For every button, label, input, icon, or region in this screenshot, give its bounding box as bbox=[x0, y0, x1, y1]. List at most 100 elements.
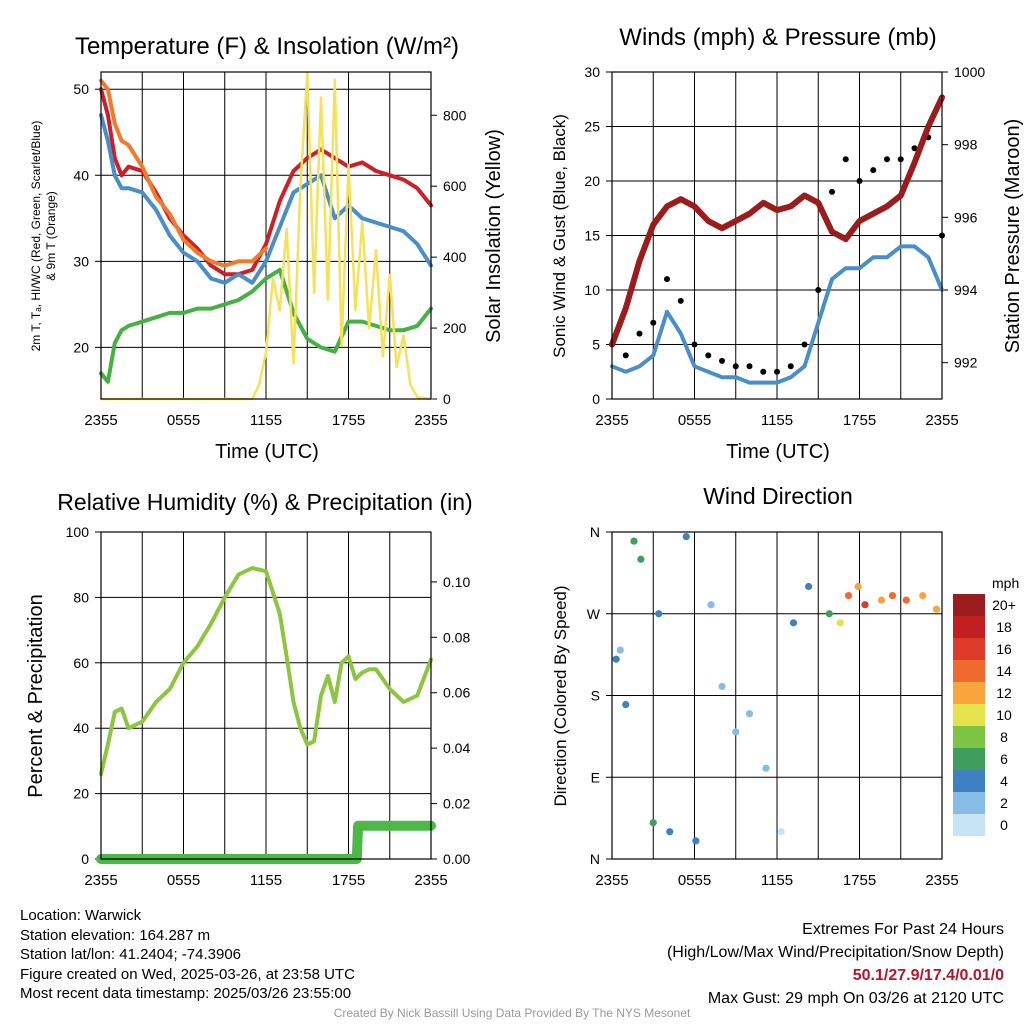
gust-point bbox=[664, 276, 670, 283]
y-tick-label-right: 200 bbox=[443, 320, 467, 336]
gust-point bbox=[732, 363, 739, 370]
direction-point bbox=[666, 828, 674, 836]
y-tick-label-right: 0.00 bbox=[443, 851, 470, 867]
y-tick-label-left: N bbox=[590, 524, 600, 540]
max-gust: Max Gust: 29 mph On 03/26 at 2120 UTC bbox=[707, 990, 1004, 1007]
plot-frame bbox=[100, 531, 432, 860]
plot-frame bbox=[611, 531, 943, 860]
y-tick-label-left: 100 bbox=[66, 524, 90, 540]
colorbar-swatch bbox=[953, 704, 985, 726]
gust-point bbox=[842, 156, 849, 163]
series-station-pressure bbox=[609, 94, 945, 348]
direction-point bbox=[655, 610, 663, 618]
grid bbox=[611, 531, 943, 860]
colorbar-label: 8 bbox=[1000, 729, 1008, 745]
colorbar-title: mph bbox=[992, 575, 1019, 591]
direction-point bbox=[919, 591, 927, 600]
station-latlon: Station lat/lon: 41.2404; -74.3906 bbox=[20, 946, 242, 963]
temperature-xlabel: Time (UTC) bbox=[215, 441, 319, 463]
direction-point bbox=[649, 819, 657, 827]
direction-point bbox=[888, 591, 897, 600]
extremes-subtitle: (High/Low/Max Wind/Precipitation/Snow De… bbox=[666, 944, 1004, 961]
direction-point bbox=[707, 601, 715, 609]
direction-point bbox=[745, 710, 754, 718]
series-solar-insolation bbox=[99, 71, 433, 401]
gust-point bbox=[801, 341, 808, 348]
y-tick-label-right: 0.04 bbox=[443, 740, 470, 756]
direction-point bbox=[854, 582, 862, 591]
direction-ylabel-left: Direction (Colored By Speed) bbox=[551, 585, 570, 806]
temperature-title: Temperature (F) & Insolation (W/m²) bbox=[75, 33, 459, 60]
humidity-panel: Relative Humidity (%) & Precipitation (i… bbox=[25, 489, 473, 889]
colorbar-swatch bbox=[953, 660, 985, 682]
station-info: Location: Warwick Station elevation: 164… bbox=[20, 906, 355, 1004]
colorbar-swatch bbox=[953, 726, 985, 748]
humidity-title: Relative Humidity (%) & Precipitation (i… bbox=[57, 489, 472, 515]
colorbar-swatch bbox=[953, 814, 985, 836]
gust-point bbox=[760, 368, 767, 375]
y-tick-label-right: 600 bbox=[443, 178, 467, 194]
gust-point bbox=[829, 188, 835, 195]
colorbar-label: 4 bbox=[1000, 773, 1008, 789]
colorbar-label: 20+ bbox=[992, 597, 1016, 613]
x-tick-label: 1755 bbox=[332, 872, 365, 889]
x-tick-label: 0555 bbox=[678, 872, 711, 889]
direction-title: Wind Direction bbox=[703, 483, 853, 509]
direction-point bbox=[732, 728, 740, 736]
series-9m-t bbox=[99, 78, 268, 268]
direction-point bbox=[902, 596, 910, 604]
gust-point bbox=[636, 330, 643, 337]
direction-point bbox=[932, 605, 941, 613]
extremes-title: Extremes For Past 24 Hours bbox=[802, 921, 1004, 938]
y-tick-label-right: 994 bbox=[954, 282, 978, 298]
y-tick-label-left: W bbox=[587, 606, 601, 622]
winds-title: Winds (mph) & Pressure (mb) bbox=[619, 24, 936, 51]
colorbar-swatch bbox=[953, 792, 985, 814]
x-tick-label: 1155 bbox=[250, 872, 282, 889]
x-tick-label: 1155 bbox=[761, 412, 793, 429]
x-tick-label: 2355 bbox=[414, 412, 447, 429]
grid bbox=[611, 71, 943, 400]
credit-line: Created By Nick Bassill Using Data Provi… bbox=[333, 1006, 691, 1020]
series-hi-wc bbox=[99, 113, 433, 285]
direction-point bbox=[861, 601, 869, 609]
x-tick-label: 2355 bbox=[595, 872, 628, 889]
gust-point bbox=[856, 178, 863, 184]
x-tick-label: 1155 bbox=[250, 412, 282, 429]
gust-point bbox=[719, 357, 725, 364]
y-tick-label-left: 40 bbox=[73, 167, 89, 183]
direction-point bbox=[805, 582, 813, 591]
colorbar-swatch bbox=[953, 616, 985, 638]
direction-point bbox=[777, 828, 785, 836]
direction-point bbox=[682, 532, 690, 541]
y-tick-label-left: 30 bbox=[73, 253, 89, 269]
y-tick-label-left: 5 bbox=[592, 337, 600, 353]
extremes-info: Extremes For Past 24 Hours (High/Low/Max… bbox=[667, 918, 1004, 1010]
x-tick-label: 2355 bbox=[84, 412, 117, 429]
direction-point bbox=[789, 619, 798, 627]
y-tick-label-right: 992 bbox=[954, 355, 978, 371]
colorbar-label: 14 bbox=[996, 663, 1012, 679]
y-tick-label-right: 0.06 bbox=[443, 685, 470, 701]
direction-point bbox=[637, 555, 645, 563]
direction-point bbox=[630, 537, 638, 545]
y-tick-label-left: 20 bbox=[73, 339, 89, 355]
direction-point bbox=[616, 646, 624, 654]
winds-ylabel-left: Sonic Wind & Gust (Blue, Black) bbox=[550, 114, 569, 358]
plot-frame bbox=[100, 71, 432, 400]
temperature-ylabel-left-1: 2m T, Tₐ, HI/WC (Red, Green, Scarlet/Blu… bbox=[29, 121, 43, 352]
y-tick-label-left: S bbox=[591, 688, 600, 704]
winds-ylabel-right: Station Pressure (Maroon) bbox=[1002, 119, 1024, 354]
y-tick-label-left: 40 bbox=[73, 720, 89, 736]
y-tick-label-left: 60 bbox=[73, 655, 89, 671]
y-tick-label-left: 15 bbox=[584, 228, 600, 244]
gust-point bbox=[650, 319, 657, 326]
x-tick-label: 2355 bbox=[414, 872, 447, 889]
gust-point bbox=[746, 363, 753, 370]
station-elevation: Station elevation: 164.287 m bbox=[20, 926, 211, 944]
colorbar-swatch bbox=[953, 682, 985, 704]
y-tick-label-right: 0.08 bbox=[443, 629, 470, 645]
y-tick-label-right: 0.02 bbox=[443, 796, 470, 812]
gust-point bbox=[897, 156, 904, 163]
plot-frame bbox=[611, 71, 943, 400]
